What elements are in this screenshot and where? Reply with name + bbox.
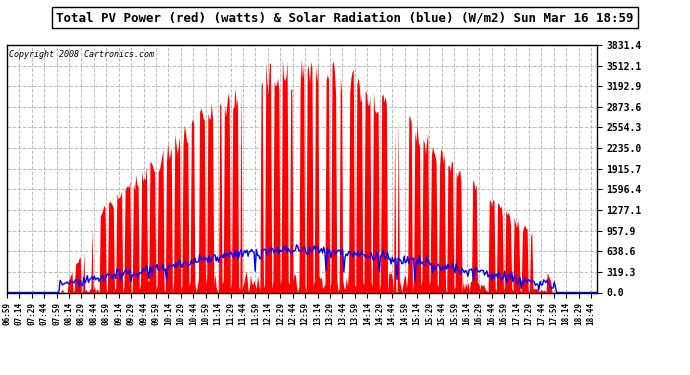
- Text: Copyright 2008 Cartronics.com: Copyright 2008 Cartronics.com: [9, 50, 154, 59]
- Text: Total PV Power (red) (watts) & Solar Radiation (blue) (W/m2) Sun Mar 16 18:59: Total PV Power (red) (watts) & Solar Rad…: [57, 11, 633, 24]
